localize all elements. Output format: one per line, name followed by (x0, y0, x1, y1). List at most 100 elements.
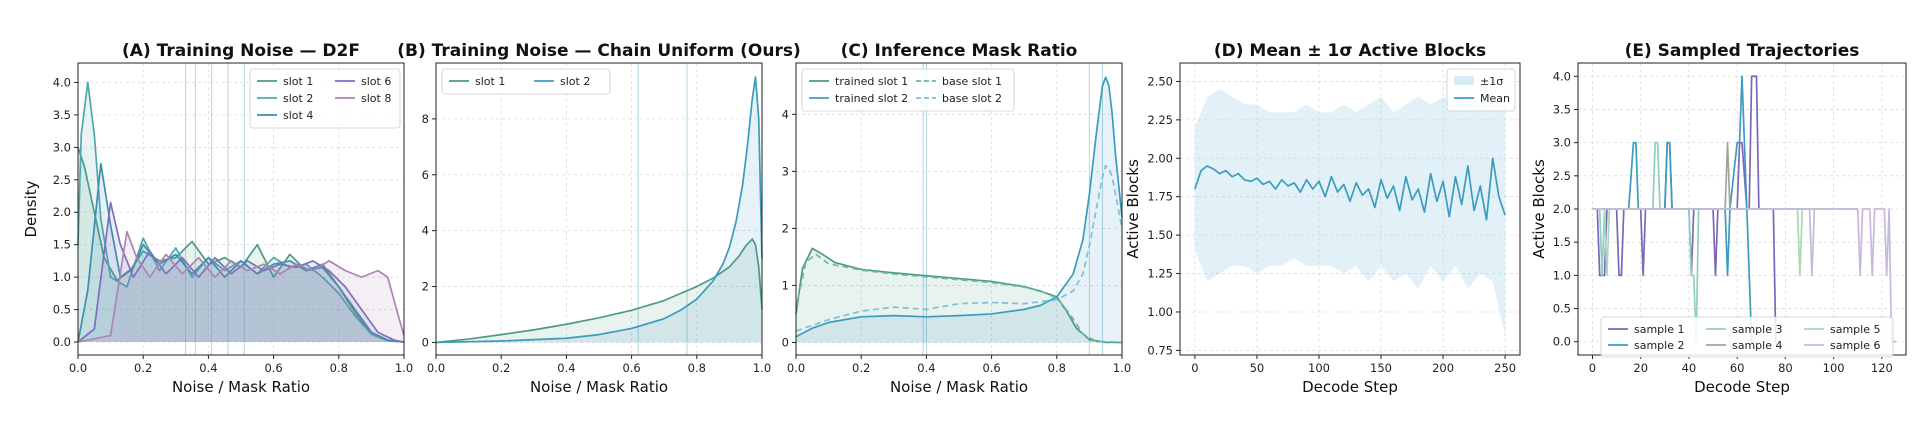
y-tick-label: 3.5 (53, 108, 71, 122)
y-tick-label: 0 (422, 335, 429, 349)
y-tick-label: 2.25 (1147, 113, 1173, 127)
legend-label: slot 1 (283, 75, 313, 88)
legend-label: slot 2 (560, 75, 590, 88)
legend-box (1446, 68, 1516, 112)
legend: sample 1 sample 2 sample 3 sample 4 sample 5… (1600, 316, 1894, 358)
y-tick-label: 1.50 (1147, 228, 1173, 242)
x-tick-label: 0 (1191, 361, 1198, 375)
y-tick-label: 1.00 (1147, 305, 1173, 319)
plot-frame (435, 62, 763, 356)
x-tick-label: 0.4 (199, 361, 217, 375)
x-tick-label: 50 (1250, 361, 1265, 375)
y-tick-label: 4.0 (53, 75, 71, 89)
x-tick-label: 0.2 (852, 361, 870, 375)
plot-frame (77, 62, 405, 356)
x-tick-label: 0.0 (69, 361, 87, 375)
legend-label: slot 2 (283, 92, 313, 105)
legend-box (1600, 316, 1894, 358)
x-axis-label: Noise / Mask Ratio (172, 378, 310, 396)
y-tick-label: 2.0 (1553, 202, 1571, 216)
chart-panel-5: (E) Sampled Trajectories 0 20 40 60 80 100 120 0… (1530, 41, 1907, 396)
series-line (77, 230, 405, 343)
x-axis-label: Decode Step (1694, 378, 1790, 396)
x-tick-label: 250 (1494, 361, 1516, 375)
y-tick-label: 3 (782, 164, 789, 178)
chart-title: (D) Mean ± 1σ Active Blocks (1214, 41, 1486, 61)
y-tick-label: 2 (782, 221, 789, 235)
y-tick-label: 0.5 (53, 303, 71, 317)
x-tick-label: 0.8 (688, 361, 706, 375)
series-area (78, 163, 404, 343)
y-tick-label: 2.5 (1553, 169, 1571, 183)
legend-label: slot 1 (475, 75, 505, 88)
x-axis-label: Noise / Mask Ratio (890, 378, 1028, 396)
y-tick-label: 4 (422, 224, 429, 238)
legend: ±1σ Mean (1446, 68, 1516, 112)
y-tick-label: 0.75 (1147, 343, 1173, 357)
legend: slot 1 slot 2 slot 4 slot 6 slot 8 (249, 68, 401, 129)
series-line (795, 247, 1122, 344)
y-axis-label: Active Blocks (1124, 159, 1142, 259)
legend-label: ±1σ (1480, 75, 1503, 88)
y-tick-label: 1.75 (1147, 190, 1173, 204)
series-area (436, 76, 762, 343)
y-tick-label: 2.5 (53, 173, 71, 187)
series-line (1194, 157, 1506, 221)
chart-title: (C) Inference Mask Ratio (841, 41, 1078, 61)
legend-label: sample 5 (1830, 323, 1881, 336)
legend: trained slot 1 trained slot 2 base slot 1 b… (801, 68, 1015, 112)
y-tick-label: 0.0 (53, 335, 71, 349)
x-tick-label: 0.8 (330, 361, 348, 375)
y-tick-label: 2 (422, 280, 429, 294)
x-tick-label: 0.6 (982, 361, 1000, 375)
series-line (795, 253, 1123, 344)
y-tick-label: 1 (782, 278, 789, 292)
legend-box (801, 68, 1015, 112)
y-tick-label: 1.0 (53, 270, 71, 284)
legend-label: sample 6 (1830, 339, 1881, 352)
series-line (1592, 141, 1738, 343)
chart-title: (B) Training Noise — Chain Uniform (Ours… (397, 41, 800, 61)
series-line (435, 76, 763, 344)
y-axis-label: Active Blocks (1530, 159, 1548, 259)
plot-frame (1179, 62, 1521, 356)
chart-title: (E) Sampled Trajectories (1625, 41, 1860, 61)
x-tick-label: 60 (1730, 361, 1745, 375)
series-area (796, 77, 1122, 343)
series-line (795, 164, 1123, 332)
y-tick-label: 0 (782, 335, 789, 349)
x-tick-label: 0.0 (787, 361, 805, 375)
series-line (77, 201, 405, 343)
legend-swatch (1454, 76, 1474, 85)
series-line (77, 81, 405, 343)
series-line (795, 76, 1123, 338)
x-axis-label: Noise / Mask Ratio (530, 378, 668, 396)
chart-panel-4: (D) Mean ± 1σ Active Blocks 0 50 100 150 200 2… (1124, 41, 1521, 396)
plot-frame (795, 62, 1123, 356)
y-tick-label: 1.5 (1553, 235, 1571, 249)
legend-box (249, 68, 401, 129)
legend-label: base slot 2 (942, 92, 1002, 105)
x-tick-label: 120 (1871, 361, 1893, 375)
chart-panel-2: (B) Training Noise — Chain Uniform (Ours… (397, 41, 800, 396)
x-tick-label: 1.0 (395, 361, 413, 375)
y-tick-label: 2.0 (53, 205, 71, 219)
legend-label: sample 1 (1634, 323, 1685, 336)
chart-title: (A) Training Noise — D2F (122, 41, 360, 61)
y-tick-label: 2.00 (1147, 151, 1173, 165)
series-area (78, 202, 404, 343)
x-tick-label: 1.0 (753, 361, 771, 375)
y-tick-label: 0.0 (1553, 335, 1571, 349)
legend-label: slot 6 (361, 75, 391, 88)
x-tick-label: 80 (1778, 361, 1793, 375)
x-tick-label: 200 (1432, 361, 1454, 375)
x-axis-label: Decode Step (1302, 378, 1398, 396)
series-line (77, 162, 405, 343)
x-tick-label: 0.4 (917, 361, 935, 375)
x-tick-label: 1.0 (1113, 361, 1131, 375)
y-tick-label: 3.5 (1553, 102, 1571, 116)
legend: slot 1 slot 2 (441, 68, 611, 95)
y-tick-label: 1.25 (1147, 267, 1173, 281)
y-axis-label: Density (22, 180, 40, 237)
x-tick-label: 0.4 (557, 361, 575, 375)
